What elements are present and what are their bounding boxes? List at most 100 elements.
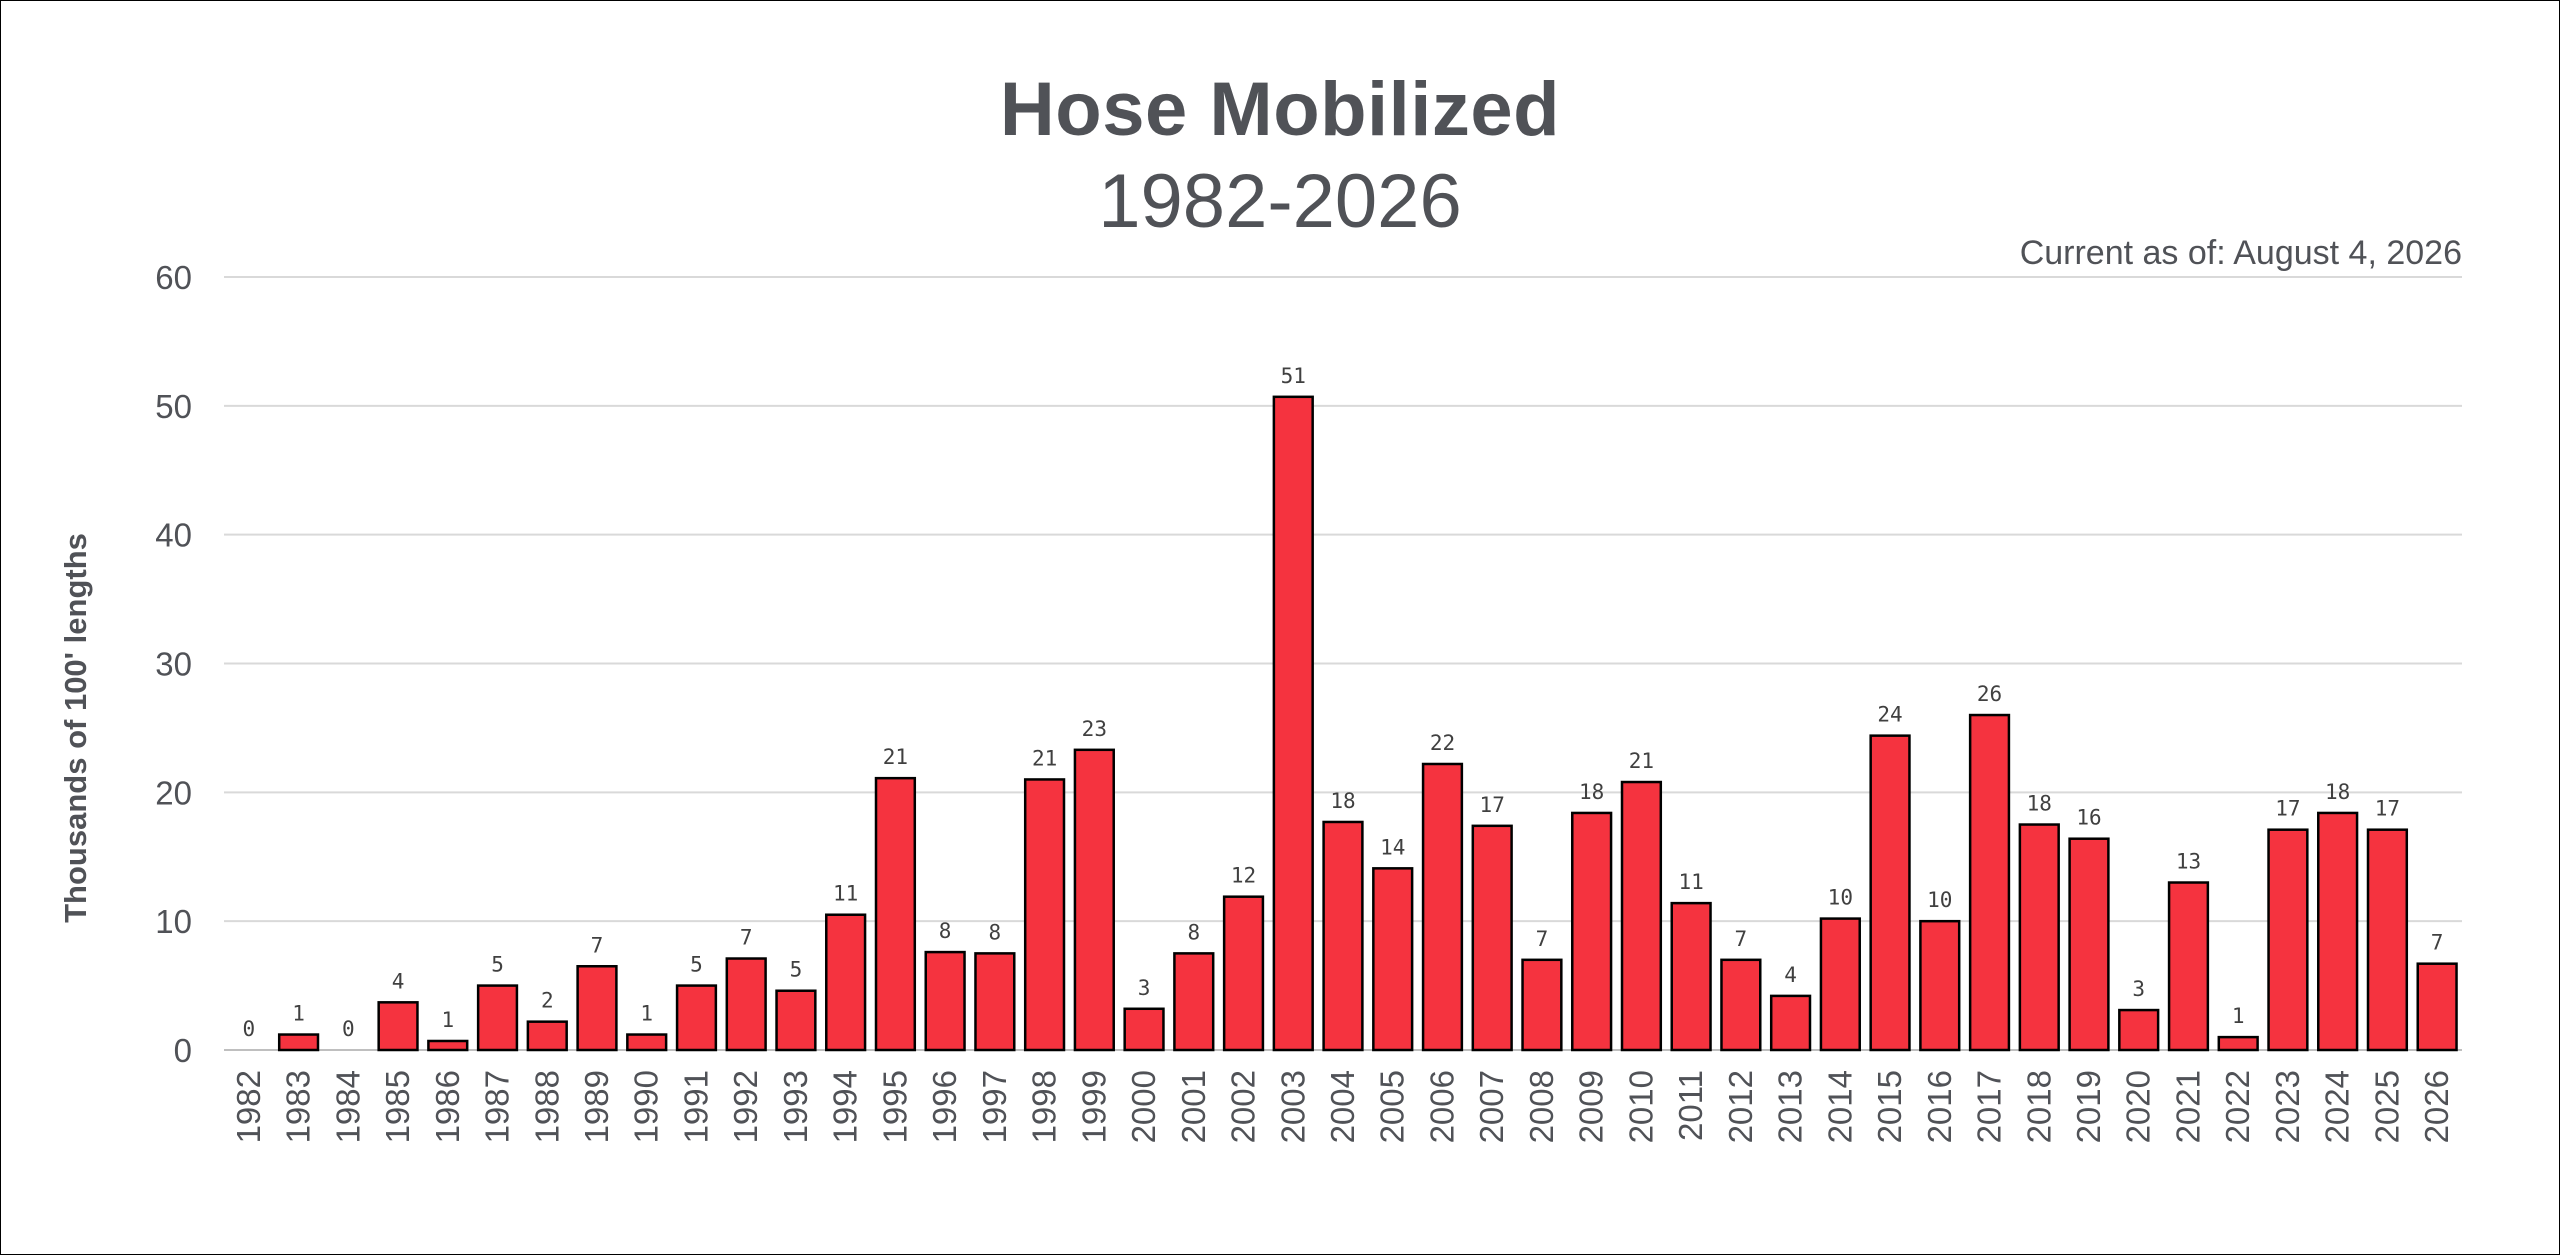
- bar: [626, 1033, 668, 1052]
- x-tick-label: 2007: [1473, 1070, 1510, 1143]
- x-tick-label: 1988: [528, 1070, 565, 1143]
- x-tick-label: 2011: [1672, 1070, 1709, 1141]
- x-tick-label: 1984: [329, 1070, 366, 1143]
- data-label: 17: [1480, 793, 1505, 817]
- x-tick-label: 2006: [1423, 1070, 1460, 1143]
- bar: [2317, 811, 2359, 1052]
- bar: [1869, 734, 1911, 1052]
- bar: [2217, 1035, 2259, 1052]
- data-label: 17: [2375, 797, 2400, 821]
- data-label: 5: [790, 958, 803, 982]
- bar: [1720, 958, 1762, 1052]
- y-tick-label: 20: [155, 774, 192, 811]
- data-label: 16: [2076, 806, 2101, 830]
- data-label: 7: [740, 926, 753, 950]
- x-tick-label: 2013: [1772, 1070, 1809, 1143]
- data-label: 18: [2027, 792, 2052, 816]
- bar: [1173, 952, 1215, 1052]
- data-label: 7: [1735, 927, 1748, 951]
- bar: [1073, 748, 1115, 1052]
- data-label: 10: [1828, 886, 1853, 910]
- bar: [1968, 713, 2011, 1052]
- bars: [277, 395, 2458, 1052]
- data-label: 21: [1629, 749, 1654, 773]
- data-label: 26: [1977, 682, 2002, 706]
- bar: [1222, 895, 1265, 1052]
- data-label: 13: [2176, 850, 2201, 874]
- data-label: 1: [2232, 1004, 2245, 1028]
- bar: [1023, 778, 1066, 1052]
- data-label: 0: [243, 1017, 256, 1041]
- x-tick-label: 1985: [379, 1070, 416, 1143]
- x-tick-label: 1989: [578, 1070, 615, 1143]
- data-label: 3: [2132, 977, 2145, 1001]
- x-tick-label: 2023: [2269, 1070, 2306, 1143]
- bar: [1769, 994, 1812, 1052]
- x-tick-label: 1986: [429, 1070, 466, 1143]
- x-tick-label: 2008: [1523, 1070, 1560, 1143]
- bar: [1372, 867, 1414, 1052]
- x-tick-label: 2009: [1573, 1070, 1610, 1143]
- x-tick-label: 2005: [1374, 1070, 1411, 1143]
- data-label: 4: [392, 969, 405, 993]
- data-label: 18: [2325, 780, 2350, 804]
- x-tick-label: 2000: [1125, 1070, 1162, 1143]
- data-label: 14: [1380, 835, 1405, 859]
- bar: [775, 989, 817, 1052]
- x-tick-label: 2012: [1722, 1070, 1759, 1143]
- data-label: 2: [541, 989, 554, 1013]
- data-label: 8: [1187, 920, 1200, 944]
- x-tick-label: 2018: [2020, 1070, 2057, 1143]
- data-label: 51: [1281, 364, 1306, 388]
- bar: [1123, 1007, 1165, 1052]
- data-label: 1: [441, 1008, 454, 1032]
- x-tick-label: 1992: [727, 1070, 764, 1143]
- bar: [725, 957, 767, 1052]
- y-tick-label: 40: [155, 517, 192, 554]
- bar: [2118, 1008, 2160, 1052]
- bar: [1322, 820, 1364, 1052]
- data-label: 12: [1231, 864, 1256, 888]
- y-tick-label: 10: [155, 903, 192, 940]
- data-label: 11: [833, 882, 858, 906]
- x-tick-label: 2020: [2120, 1070, 2157, 1143]
- data-label: 1: [292, 1002, 305, 1026]
- x-tick-label: 1994: [827, 1070, 864, 1143]
- data-label: 7: [1536, 927, 1549, 951]
- bar: [825, 913, 867, 1052]
- bar: [1471, 824, 1513, 1052]
- y-tick-label: 30: [155, 646, 192, 683]
- bar: [874, 776, 917, 1052]
- data-label: 23: [1082, 717, 1107, 741]
- bar: [675, 984, 718, 1052]
- x-tick-label: 1983: [280, 1070, 317, 1143]
- y-axis-label: Thousands of 100' lengths: [58, 533, 93, 923]
- bar: [377, 1001, 419, 1052]
- bar: [1571, 811, 1613, 1052]
- x-tick-label: 2004: [1324, 1070, 1361, 1143]
- data-label: 4: [1784, 963, 1797, 987]
- bar: [2267, 828, 2309, 1052]
- data-label: 21: [1032, 746, 1057, 770]
- y-tick-label: 60: [155, 259, 192, 296]
- x-tick-label: 1998: [1026, 1070, 1063, 1143]
- x-tick-label: 2016: [1921, 1070, 1958, 1143]
- data-label: 8: [939, 919, 952, 943]
- x-tick-label: 1991: [677, 1070, 714, 1143]
- x-tick-label: 1995: [876, 1070, 913, 1143]
- x-tick-label: 2015: [1871, 1070, 1908, 1143]
- bar: [1521, 958, 1563, 1052]
- data-label: 22: [1430, 731, 1455, 755]
- x-tick-label: 1999: [1075, 1070, 1112, 1143]
- bar: [924, 950, 966, 1052]
- y-axis-ticks: 0 10 20 30 40 50 60: [155, 259, 192, 1069]
- bar: [576, 965, 618, 1052]
- x-tick-label: 2010: [1622, 1070, 1659, 1143]
- data-label: 8: [989, 920, 1002, 944]
- x-tick-label: 1990: [628, 1070, 665, 1143]
- bar: [2018, 823, 2060, 1052]
- data-label: 1: [640, 1002, 653, 1026]
- data-label: 5: [690, 953, 703, 977]
- bar: [1819, 917, 1861, 1052]
